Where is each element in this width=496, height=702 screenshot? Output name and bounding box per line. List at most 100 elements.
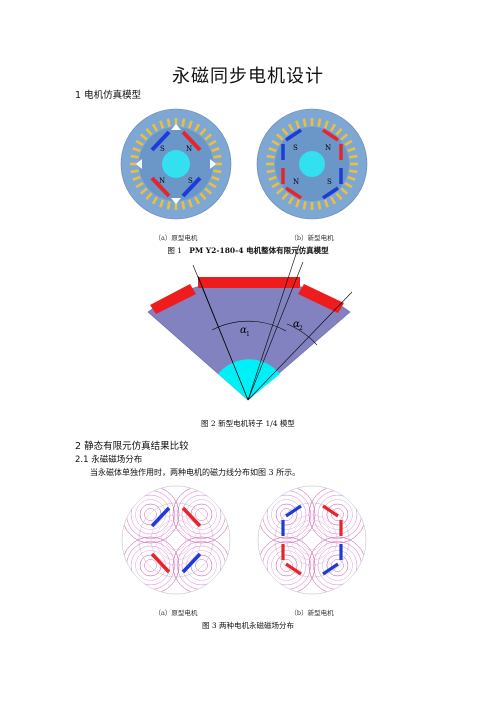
stator-slot — [181, 201, 186, 210]
stator-slot — [213, 169, 222, 174]
stator-slot — [344, 181, 353, 189]
figure-1a-label: （a）原型电机 — [154, 234, 198, 242]
stator-slot — [347, 175, 356, 181]
figure-3-caption: 图 3 两种电机永磁磁场分布 — [201, 621, 295, 630]
flux-line — [177, 541, 226, 590]
flux-line — [271, 550, 302, 581]
figure-2-rotor-quarter-model: α 1 α 2 — [147, 244, 353, 401]
stator-slot — [139, 133, 148, 141]
flux-line — [172, 536, 230, 594]
figure-2-caption: 图 2 新型电机转子 1/4 模型 — [201, 419, 295, 428]
stator-slot — [287, 123, 295, 132]
stator-slot — [132, 175, 141, 181]
stator-slot — [295, 199, 301, 208]
stator-slot — [317, 201, 322, 210]
stator-slot — [281, 127, 289, 136]
stator-slot — [317, 118, 322, 127]
flux-line — [144, 508, 157, 521]
flux-line — [155, 519, 197, 561]
stator-slot — [135, 139, 144, 147]
figure-1b-label: （b）新型电机 — [290, 234, 334, 242]
alpha1-label: α — [240, 325, 247, 336]
flux-line — [126, 490, 175, 539]
stator-slot — [268, 175, 277, 181]
flux-line — [177, 490, 226, 539]
stator-slot — [151, 123, 159, 132]
stator-slot — [302, 118, 307, 127]
stator-slot — [268, 147, 277, 153]
stator-slot — [166, 201, 171, 210]
flux-line — [331, 508, 344, 521]
stator-slot — [340, 133, 349, 141]
stator-slot — [130, 169, 139, 174]
flux-line — [271, 499, 302, 530]
pole-label: S — [160, 145, 165, 153]
alpha1-subscript: 1 — [246, 331, 250, 338]
stator-slot — [132, 147, 141, 153]
flux-line — [195, 559, 208, 572]
figure-1a-prototype-motor: S N N S — [120, 108, 232, 220]
stator-slot — [211, 147, 220, 153]
flux-line — [195, 508, 208, 521]
flux-line — [317, 545, 358, 586]
flux-line — [275, 554, 298, 577]
figure-3a-prototype-field — [121, 485, 231, 595]
stator-slot — [335, 127, 343, 136]
stator-slot — [193, 196, 201, 205]
stator-slot — [287, 196, 295, 205]
figure-3a-label: （a）原型电机 — [154, 609, 198, 617]
flux-line — [275, 503, 298, 526]
figure-3b-label: （b）新型电机 — [290, 609, 334, 617]
flux-line — [326, 554, 349, 577]
stator-slot — [302, 201, 307, 210]
stator-slot — [139, 187, 148, 195]
flux-line — [301, 529, 323, 551]
pole-label: N — [159, 177, 165, 185]
stator-slot — [159, 199, 165, 208]
section-1-heading: 1 电机仿真模型 — [75, 90, 142, 101]
flux-line — [291, 519, 333, 561]
subsection-2-1-heading: 2.1 永磁磁场分布 — [75, 455, 143, 465]
stator-slot — [204, 187, 213, 195]
stator-slot — [347, 147, 356, 153]
stator-slot — [135, 181, 144, 189]
stator-slot — [199, 192, 207, 201]
flux-line — [150, 514, 202, 566]
pole-label: S — [293, 144, 298, 152]
stator-slot — [193, 123, 201, 132]
stator-slot — [151, 196, 159, 205]
alpha2-label: α — [293, 319, 300, 330]
flux-line — [135, 499, 166, 530]
flux-line — [186, 550, 217, 581]
flux-line — [280, 508, 293, 521]
stator-slot — [329, 123, 337, 132]
flux-line — [296, 524, 328, 556]
flux-line — [165, 529, 187, 551]
flux-line — [286, 514, 338, 566]
stator-slot — [181, 118, 186, 127]
alpha2-subscript: 2 — [299, 325, 303, 332]
stator-slot — [340, 187, 349, 195]
stator-slot — [204, 133, 213, 141]
page-title: 永磁同步电机设计 — [172, 66, 324, 87]
flux-line — [122, 536, 180, 594]
stator-slot — [335, 192, 343, 201]
stator-slot — [323, 199, 329, 208]
pole-label: S — [327, 178, 332, 186]
pole-label: N — [325, 144, 331, 152]
flux-line — [181, 545, 222, 586]
stator-slot — [213, 154, 222, 159]
stator-slot — [145, 127, 153, 136]
flux-line — [186, 499, 217, 530]
stator-slot — [275, 187, 284, 195]
stator-slot — [187, 199, 193, 208]
figure-1-caption: 图 1 PM Y2-180-4 电机整体有限元仿真模型 — [167, 246, 329, 255]
stator-slot — [344, 139, 353, 147]
stator-slot — [199, 127, 207, 136]
flux-line — [280, 559, 293, 572]
stator-slot — [295, 120, 301, 129]
flux-line — [331, 559, 344, 572]
flux-line — [322, 550, 353, 581]
flux-line — [144, 559, 157, 572]
stator-slot — [187, 120, 193, 129]
